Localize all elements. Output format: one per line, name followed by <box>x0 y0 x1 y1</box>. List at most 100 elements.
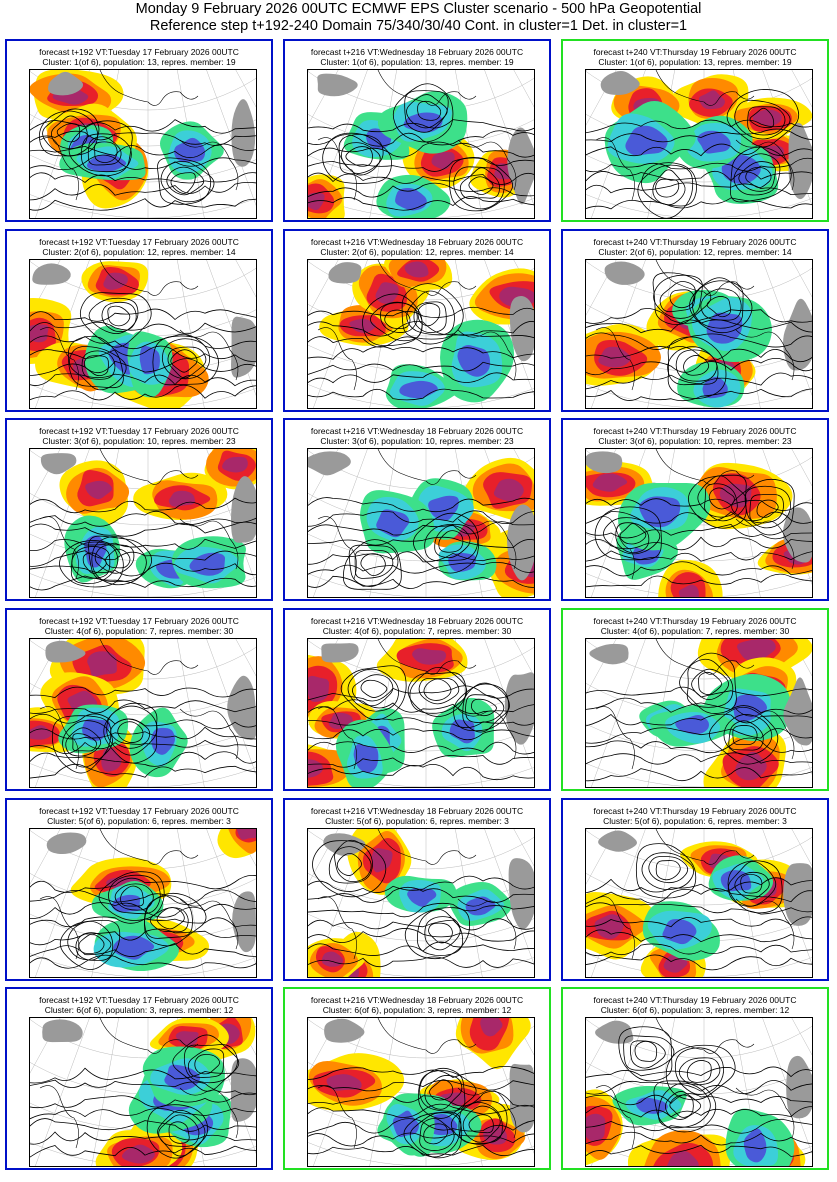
map-canvas <box>30 260 256 408</box>
geopotential-map <box>29 1017 257 1167</box>
forecast-panel[interactable]: forecast t+240 VT:Thursday 19 February 2… <box>561 608 829 791</box>
positive-anomaly-area <box>666 1151 699 1166</box>
forecast-panel[interactable]: forecast t+192 VT:Tuesday 17 February 20… <box>5 418 273 601</box>
forecast-panel[interactable]: forecast t+216 VT:Wednesday 18 February … <box>283 229 551 412</box>
panel-forecast-caption: forecast t+216 VT:Wednesday 18 February … <box>310 237 524 247</box>
panel-forecast-caption: forecast t+240 VT:Thursday 19 February 2… <box>593 616 797 626</box>
panel-cluster-caption: Cluster: 5(of 6), population: 6, repres.… <box>603 816 787 826</box>
negative-anomaly-area <box>353 743 379 773</box>
map-canvas <box>308 449 534 597</box>
geopotential-contours <box>586 272 812 402</box>
land-mask <box>323 833 534 930</box>
forecast-panel[interactable]: forecast t+240 VT:Thursday 19 February 2… <box>561 229 829 412</box>
coastlines <box>317 639 517 770</box>
panel-cluster-caption: Cluster: 5(of 6), population: 6, repres.… <box>325 816 509 826</box>
anomaly-shading <box>586 841 798 977</box>
geopotential-map <box>307 828 535 978</box>
positive-anomaly-area <box>404 261 429 278</box>
forecast-panel[interactable]: forecast t+192 VT:Tuesday 17 February 20… <box>5 229 273 412</box>
positive-anomaly-area <box>493 478 524 502</box>
negative-anomaly-area <box>697 130 731 154</box>
geopotential-contours <box>308 83 534 212</box>
positive-anomaly-area <box>87 651 117 677</box>
geopotential-contours <box>30 1034 256 1159</box>
negative-anomaly-area <box>86 154 127 172</box>
land-mask <box>40 453 256 543</box>
positive-anomaly-area <box>735 751 767 781</box>
map-canvas <box>586 70 812 218</box>
anomaly-shading <box>604 74 812 204</box>
forecast-panel[interactable]: forecast t+216 VT:Wednesday 18 February … <box>283 987 551 1170</box>
panel-cluster-caption: Cluster: 2(of 6), population: 12, repres… <box>42 247 236 257</box>
geopotential-map <box>585 69 813 219</box>
coastlines <box>595 70 795 201</box>
negative-anomaly-area <box>189 552 226 576</box>
geopotential-contours <box>308 283 534 401</box>
coastlines <box>39 1018 239 1149</box>
panel-cluster-caption: Cluster: 6(of 6), population: 3, repres.… <box>322 1005 512 1015</box>
panel-cluster-caption: Cluster: 2(of 6), population: 12, repres… <box>320 247 514 257</box>
forecast-panel[interactable]: forecast t+216 VT:Wednesday 18 February … <box>283 39 551 222</box>
land-mask <box>604 261 812 371</box>
forecast-panel[interactable]: forecast t+240 VT:Thursday 19 February 2… <box>561 987 829 1170</box>
panel-forecast-caption: forecast t+216 VT:Wednesday 18 February … <box>310 806 524 816</box>
forecast-panel[interactable]: forecast t+240 VT:Thursday 19 February 2… <box>561 418 829 601</box>
geopotential-map <box>29 69 257 219</box>
forecast-panel[interactable]: forecast t+240 VT:Thursday 19 February 2… <box>561 39 829 222</box>
geopotential-contours <box>308 839 534 968</box>
panel-cluster-caption: Cluster: 6(of 6), population: 3, repres.… <box>44 1005 234 1015</box>
panel-cluster-caption: Cluster: 6(of 6), population: 3, repres.… <box>600 1005 790 1015</box>
positive-anomaly-area <box>375 282 399 304</box>
land-mask <box>308 451 534 581</box>
forecast-panel[interactable]: forecast t+192 VT:Tuesday 17 February 20… <box>5 39 273 222</box>
anomaly-shading <box>30 261 209 408</box>
geopotential-map <box>307 69 535 219</box>
panel-cluster-caption: Cluster: 1(of 6), population: 13, repres… <box>320 57 514 67</box>
panel-cluster-caption: Cluster: 1(of 6), population: 13, repres… <box>598 57 792 67</box>
geopotential-contours <box>30 497 256 591</box>
forecast-panel[interactable]: forecast t+216 VT:Wednesday 18 February … <box>283 608 551 791</box>
positive-anomaly-area <box>483 1125 508 1145</box>
forecast-panel[interactable]: forecast t+192 VT:Tuesday 17 February 20… <box>5 608 273 791</box>
geopotential-contours <box>308 497 534 590</box>
anomaly-shading <box>586 460 812 597</box>
map-canvas <box>30 639 256 787</box>
negative-anomaly-area <box>428 495 459 521</box>
negative-anomaly-area <box>743 1128 767 1163</box>
land-mask <box>586 451 812 563</box>
geopotential-contours <box>308 1065 534 1159</box>
forecast-panel[interactable]: forecast t+192 VT:Tuesday 17 February 20… <box>5 798 273 981</box>
negative-anomaly-area <box>636 1097 668 1114</box>
positive-anomaly-area <box>371 848 393 873</box>
map-canvas <box>308 260 534 408</box>
panel-forecast-caption: forecast t+192 VT:Tuesday 17 February 20… <box>39 237 239 247</box>
positive-anomaly-area <box>308 192 325 210</box>
positive-anomaly-area <box>30 725 52 740</box>
geopotential-map <box>29 448 257 598</box>
positive-anomaly-area <box>326 1074 362 1091</box>
negative-anomaly-area <box>457 345 491 377</box>
geopotential-contours <box>30 871 256 970</box>
negative-anomaly-area <box>112 894 141 913</box>
positive-anomaly-area <box>222 456 248 473</box>
geopotential-map <box>585 448 813 598</box>
land-mask <box>317 73 534 205</box>
forecast-panel[interactable]: forecast t+240 VT:Thursday 19 February 2… <box>561 798 829 981</box>
geopotential-map <box>585 828 813 978</box>
forecast-panel[interactable]: forecast t+192 VT:Tuesday 17 February 20… <box>5 987 273 1170</box>
geopotential-contours <box>30 108 256 211</box>
panel-cluster-caption: Cluster: 3(of 6), population: 10, repres… <box>320 436 514 446</box>
panel-cluster-caption: Cluster: 1(of 6), population: 13, repres… <box>42 57 236 67</box>
panel-forecast-caption: forecast t+192 VT:Tuesday 17 February 20… <box>39 47 239 57</box>
geopotential-contours <box>308 665 534 781</box>
geopotential-map <box>585 1017 813 1167</box>
coastlines <box>39 639 239 770</box>
positive-anomaly-area <box>85 480 113 500</box>
anomaly-shading <box>30 639 188 787</box>
forecast-panel[interactable]: forecast t+216 VT:Wednesday 18 February … <box>283 798 551 981</box>
geopotential-map <box>29 259 257 409</box>
panel-cluster-caption: Cluster: 4(of 6), population: 7, repres.… <box>600 626 790 636</box>
geopotential-map <box>585 638 813 788</box>
panel-cluster-caption: Cluster: 4(of 6), population: 7, repres.… <box>322 626 512 636</box>
forecast-panel[interactable]: forecast t+216 VT:Wednesday 18 February … <box>283 418 551 601</box>
